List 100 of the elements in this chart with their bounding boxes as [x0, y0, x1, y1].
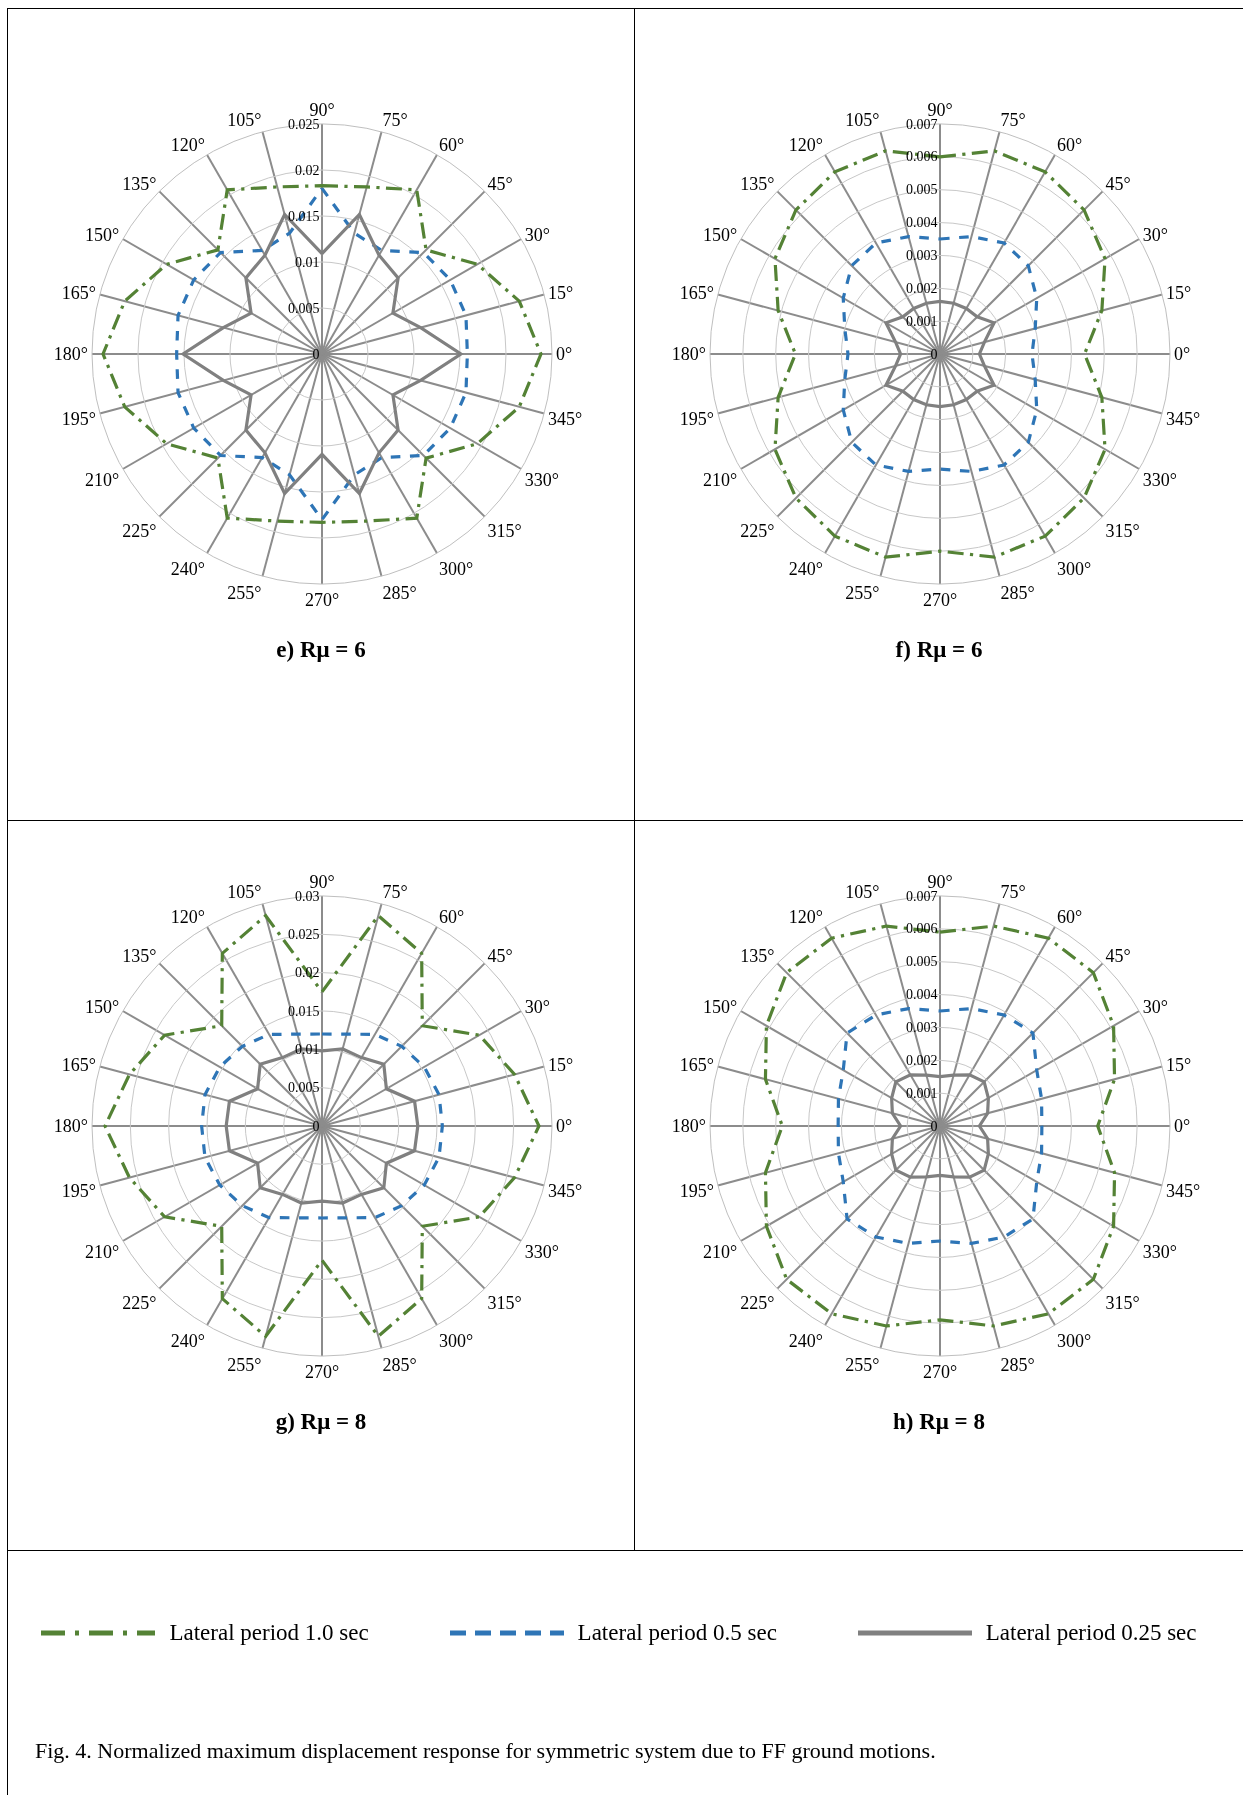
- spoke-label: 210°: [702, 1241, 737, 1262]
- spoke-label: 195°: [61, 1181, 96, 1202]
- spoke-label: 30°: [524, 224, 550, 245]
- spoke-label: 120°: [170, 135, 205, 156]
- spoke-label: 345°: [1165, 409, 1200, 430]
- legend-label: Lateral period 0.25 sec: [985, 1620, 1197, 1646]
- y-tick-label: 0.01: [294, 1041, 319, 1057]
- spoke-label: 225°: [121, 520, 156, 541]
- spoke-label: 210°: [702, 469, 737, 490]
- spoke-label: 15°: [547, 282, 573, 303]
- spoke-label: 15°: [547, 1054, 573, 1075]
- spoke-label: 105°: [226, 110, 261, 131]
- y-tick-label: 0.005: [905, 954, 937, 970]
- y-tick-label: 0: [929, 346, 937, 362]
- y-tick-label: 0.007: [905, 116, 937, 132]
- spoke-label: 240°: [788, 559, 823, 580]
- spoke-label: 135°: [739, 174, 774, 195]
- y-tick-label: 0: [929, 1118, 937, 1134]
- spoke-label: 300°: [438, 1331, 473, 1352]
- spoke-label: 225°: [121, 1292, 156, 1313]
- spoke-label: 60°: [438, 135, 464, 156]
- spoke-label: 135°: [121, 174, 156, 195]
- spoke-label: 45°: [1105, 946, 1131, 967]
- spoke-label: 195°: [679, 1181, 714, 1202]
- spoke-label: 120°: [788, 907, 823, 928]
- text: g) Rμ = 8: [274, 1409, 368, 1435]
- y-tick-label: 0: [311, 1118, 319, 1134]
- spoke-label: 330°: [524, 469, 559, 490]
- spoke-label: 15°: [1165, 282, 1191, 303]
- spoke-label: 195°: [679, 409, 714, 430]
- spoke-label: 45°: [487, 946, 513, 967]
- spoke-label: 240°: [170, 559, 205, 580]
- spoke-label: 285°: [1000, 583, 1035, 604]
- spoke-label: 270°: [304, 590, 339, 611]
- spoke-label: 165°: [61, 282, 96, 303]
- spoke-label: 135°: [121, 946, 156, 967]
- spoke-label: 240°: [788, 1331, 823, 1352]
- spoke-label: 45°: [1105, 174, 1131, 195]
- spoke-label: 0°: [1173, 1116, 1190, 1137]
- spoke-label: 150°: [84, 996, 119, 1017]
- spoke-label: 255°: [226, 583, 261, 604]
- spoke-label: 270°: [922, 590, 957, 611]
- spoke-label: 300°: [438, 559, 473, 580]
- spoke-label: 15°: [1165, 1054, 1191, 1075]
- y-tick-label: 0.007: [905, 888, 937, 904]
- spoke-label: 195°: [61, 409, 96, 430]
- spoke-label: 225°: [739, 1292, 774, 1313]
- y-tick-label: 0: [311, 346, 319, 362]
- spoke-label: 285°: [382, 1355, 417, 1376]
- spoke-label: 270°: [304, 1362, 339, 1383]
- spoke-label: 135°: [739, 946, 774, 967]
- spoke-label: 165°: [679, 282, 714, 303]
- spoke-label: 30°: [1142, 224, 1168, 245]
- spoke-label: 30°: [1142, 996, 1168, 1017]
- spoke-label: 45°: [487, 174, 513, 195]
- y-tick-label: 0.001: [905, 1085, 937, 1101]
- y-tick-label: 0.006: [905, 921, 937, 937]
- spoke-label: 270°: [922, 1362, 957, 1383]
- spoke-label: 345°: [547, 409, 582, 430]
- spoke-label: 345°: [1165, 1181, 1200, 1202]
- spoke-label: 300°: [1056, 559, 1091, 580]
- spoke-label: 120°: [788, 135, 823, 156]
- spoke-label: 300°: [1056, 1331, 1091, 1352]
- y-tick-label: 0.005: [287, 300, 319, 316]
- y-tick-label: 0.01: [294, 254, 319, 270]
- y-tick-label: 0.02: [294, 162, 319, 178]
- spoke-label: 120°: [170, 907, 205, 928]
- y-tick-label: 0.005: [287, 1080, 319, 1096]
- spoke-label: 165°: [61, 1054, 96, 1075]
- spoke-label: 285°: [382, 583, 417, 604]
- spoke-label: 60°: [1056, 135, 1082, 156]
- legend-label: Lateral period 0.5 sec: [577, 1620, 777, 1646]
- caption: Fig. 4. Normalized maximum displacement response for symmetric system due to FF ground motions.: [35, 1738, 936, 1764]
- spoke-label: 180°: [671, 344, 706, 365]
- text: e) Rμ = 6: [275, 637, 367, 663]
- spoke-label: 210°: [84, 469, 119, 490]
- y-tick-label: 0.003: [905, 1019, 937, 1035]
- spoke-label: 285°: [1000, 1355, 1035, 1376]
- spoke-label: 180°: [53, 1116, 88, 1137]
- y-tick-label: 0.005: [905, 182, 937, 198]
- spoke-label: 330°: [524, 1241, 559, 1262]
- spoke-label: 105°: [226, 882, 261, 903]
- spoke-label: 210°: [84, 1241, 119, 1262]
- y-tick-label: 0.006: [905, 149, 937, 165]
- y-tick-label: 0.025: [287, 116, 319, 132]
- spoke-label: 315°: [487, 1292, 522, 1313]
- spoke-label: 0°: [555, 344, 572, 365]
- spoke-label: 240°: [170, 1331, 205, 1352]
- text: h) Rμ = 8: [892, 1409, 986, 1435]
- spoke-label: 75°: [1000, 110, 1026, 131]
- y-tick-label: 0.03: [294, 888, 319, 904]
- y-tick-label: 0.015: [287, 1003, 319, 1019]
- spoke-label: 225°: [739, 520, 774, 541]
- spoke-label: 105°: [844, 882, 879, 903]
- y-tick-label: 0.002: [905, 1052, 937, 1068]
- spoke-label: 150°: [702, 224, 737, 245]
- spoke-label: 315°: [1105, 520, 1140, 541]
- spoke-label: 150°: [702, 996, 737, 1017]
- spoke-label: 75°: [382, 882, 408, 903]
- spoke-label: 150°: [84, 224, 119, 245]
